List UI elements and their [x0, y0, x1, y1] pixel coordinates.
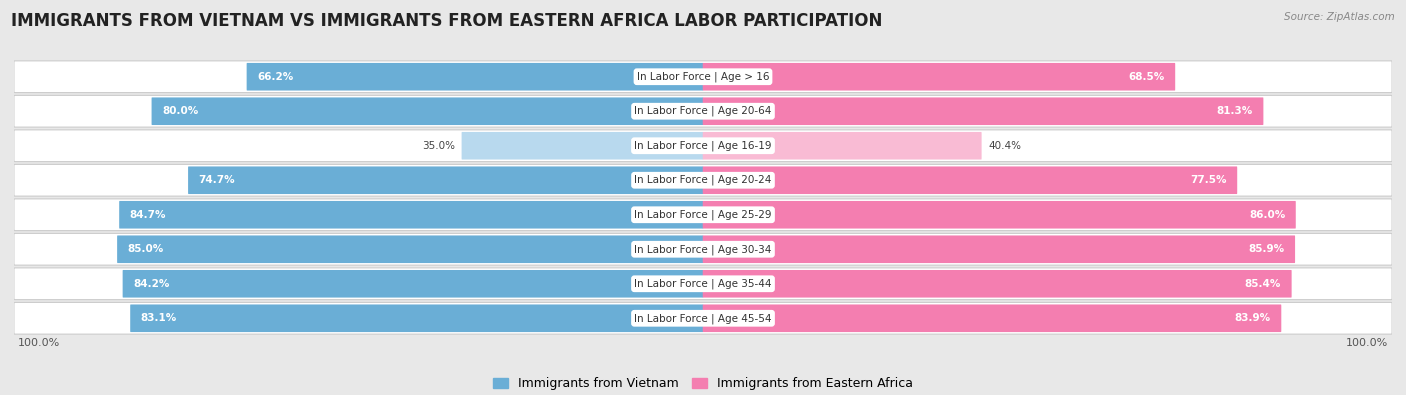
- FancyBboxPatch shape: [14, 268, 1392, 300]
- Text: 40.4%: 40.4%: [988, 141, 1021, 151]
- Text: In Labor Force | Age 16-19: In Labor Force | Age 16-19: [634, 141, 772, 151]
- Text: 74.7%: 74.7%: [198, 175, 235, 185]
- FancyBboxPatch shape: [188, 166, 703, 194]
- FancyBboxPatch shape: [131, 305, 703, 332]
- Text: In Labor Force | Age 45-54: In Labor Force | Age 45-54: [634, 313, 772, 324]
- Legend: Immigrants from Vietnam, Immigrants from Eastern Africa: Immigrants from Vietnam, Immigrants from…: [488, 372, 918, 395]
- Text: In Labor Force | Age > 16: In Labor Force | Age > 16: [637, 71, 769, 82]
- FancyBboxPatch shape: [246, 63, 703, 90]
- Text: 85.0%: 85.0%: [128, 244, 165, 254]
- Text: 81.3%: 81.3%: [1216, 106, 1253, 116]
- FancyBboxPatch shape: [14, 130, 1392, 162]
- Text: 66.2%: 66.2%: [257, 72, 294, 82]
- Text: IMMIGRANTS FROM VIETNAM VS IMMIGRANTS FROM EASTERN AFRICA LABOR PARTICIPATION: IMMIGRANTS FROM VIETNAM VS IMMIGRANTS FR…: [11, 12, 883, 30]
- FancyBboxPatch shape: [703, 201, 1296, 229]
- Text: In Labor Force | Age 20-24: In Labor Force | Age 20-24: [634, 175, 772, 186]
- FancyBboxPatch shape: [14, 199, 1392, 231]
- FancyBboxPatch shape: [703, 235, 1295, 263]
- FancyBboxPatch shape: [14, 233, 1392, 265]
- Text: 86.0%: 86.0%: [1249, 210, 1285, 220]
- FancyBboxPatch shape: [14, 95, 1392, 127]
- FancyBboxPatch shape: [461, 132, 703, 160]
- Text: In Labor Force | Age 30-34: In Labor Force | Age 30-34: [634, 244, 772, 254]
- FancyBboxPatch shape: [14, 303, 1392, 334]
- FancyBboxPatch shape: [117, 235, 703, 263]
- FancyBboxPatch shape: [152, 98, 703, 125]
- Text: 84.2%: 84.2%: [134, 279, 170, 289]
- Text: In Labor Force | Age 20-64: In Labor Force | Age 20-64: [634, 106, 772, 117]
- Text: In Labor Force | Age 35-44: In Labor Force | Age 35-44: [634, 278, 772, 289]
- Text: 80.0%: 80.0%: [162, 106, 198, 116]
- Text: 83.1%: 83.1%: [141, 313, 177, 323]
- Text: 84.7%: 84.7%: [129, 210, 166, 220]
- FancyBboxPatch shape: [703, 166, 1237, 194]
- FancyBboxPatch shape: [120, 201, 703, 229]
- Text: 100.0%: 100.0%: [1346, 338, 1388, 348]
- Text: Source: ZipAtlas.com: Source: ZipAtlas.com: [1284, 12, 1395, 22]
- FancyBboxPatch shape: [122, 270, 703, 297]
- FancyBboxPatch shape: [703, 63, 1175, 90]
- Text: 35.0%: 35.0%: [422, 141, 456, 151]
- Text: 100.0%: 100.0%: [18, 338, 60, 348]
- FancyBboxPatch shape: [703, 98, 1264, 125]
- Text: 77.5%: 77.5%: [1189, 175, 1226, 185]
- FancyBboxPatch shape: [14, 164, 1392, 196]
- Text: 83.9%: 83.9%: [1234, 313, 1271, 323]
- Text: 85.9%: 85.9%: [1249, 244, 1285, 254]
- FancyBboxPatch shape: [14, 61, 1392, 92]
- FancyBboxPatch shape: [703, 132, 981, 160]
- FancyBboxPatch shape: [703, 305, 1281, 332]
- Text: In Labor Force | Age 25-29: In Labor Force | Age 25-29: [634, 209, 772, 220]
- FancyBboxPatch shape: [703, 270, 1292, 297]
- Text: 85.4%: 85.4%: [1244, 279, 1281, 289]
- Text: 68.5%: 68.5%: [1129, 72, 1164, 82]
